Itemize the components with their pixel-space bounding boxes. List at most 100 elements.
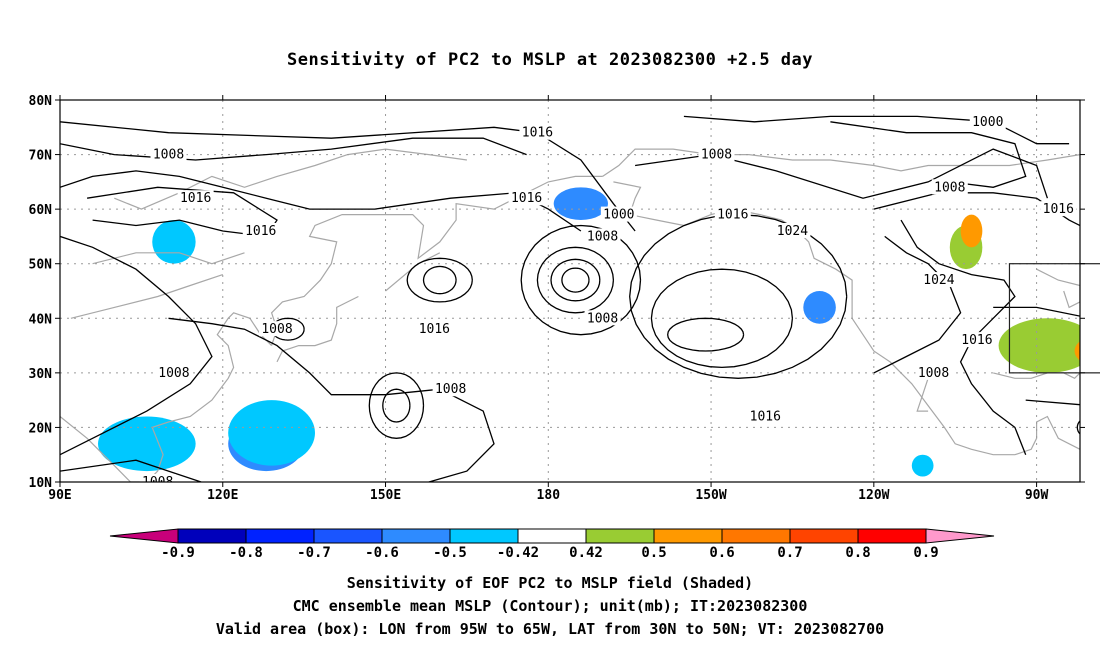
coastline — [613, 181, 1080, 456]
sensitivity-shading — [97, 187, 1080, 477]
contour-label-bg — [920, 272, 957, 288]
contour-label-bg — [150, 146, 187, 162]
lat-tick-label: 50N — [29, 258, 53, 273]
contour-label-text: 1008 — [587, 229, 618, 244]
contour-label-text: 1000 — [603, 208, 634, 223]
contour-label-bg — [584, 228, 621, 244]
lon-tick-label: 120E — [207, 488, 238, 503]
colorbar-label: 0.5 — [641, 545, 666, 561]
colorbar-swatch — [721, 528, 791, 544]
contour-label-bg — [969, 113, 1006, 129]
contour-label-bg — [259, 321, 296, 337]
valid-area-box — [1008, 263, 1100, 374]
shaded-region — [1074, 341, 1080, 361]
coastline — [114, 148, 467, 210]
lat-tick-label: 10N — [29, 476, 53, 491]
mslp-contour — [368, 372, 425, 439]
mslp-contour — [550, 258, 601, 302]
contour-label: 1008 — [259, 321, 296, 337]
contour-label-text: 1000 — [972, 115, 1003, 130]
contour-label: 1008 — [915, 364, 952, 381]
colorbar-swatch — [517, 528, 587, 544]
mslp-contour — [561, 267, 590, 293]
contour-label-bg — [177, 190, 214, 206]
mslp-contour — [60, 235, 213, 456]
contour-label-bg — [1040, 201, 1077, 217]
colorbar: -0.9 -0.8 -0.7 -0.6 -0.5 -0.42 0.42 0.5 0.6 0.7 0.… — [109, 528, 995, 561]
plot-frame — [59, 99, 1081, 483]
contour-label: 1016 — [747, 408, 784, 425]
mslp-contour — [993, 306, 1080, 317]
shaded-region — [960, 214, 983, 248]
contour-label-text: 1016 — [1043, 202, 1074, 217]
contour-label-text: 1024 — [777, 224, 808, 239]
lon-tick-label: 150W — [695, 488, 726, 503]
contour-label: 1008 — [139, 474, 176, 490]
contour-label-text: 1008 — [153, 148, 184, 163]
mslp-contour — [60, 137, 527, 161]
coastline — [602, 148, 1080, 177]
contour-labels: 1016 1008 1016 1016 1008 1008 1016 1008 1008 1016… — [139, 113, 1077, 490]
contour-label-bg — [774, 222, 811, 238]
coastline — [92, 252, 245, 265]
contour-label-bg — [931, 179, 968, 195]
contour-label-bg — [915, 364, 952, 380]
contour-label-bg — [714, 206, 751, 222]
shaded-region — [152, 220, 196, 264]
lon-tick-label: 90E — [48, 488, 71, 503]
lon-tick-label: 90W — [1025, 488, 1049, 503]
contour-label-bg — [698, 146, 735, 162]
colorbar-swatch — [381, 528, 451, 544]
contour-label-bg — [958, 332, 995, 348]
contour-label: 1008 — [432, 381, 469, 397]
valid-area-rect — [1008, 263, 1100, 374]
colorbar-label: 0.7 — [777, 545, 802, 561]
contour-label-text: 1016 — [511, 191, 542, 206]
coastline — [1036, 268, 1080, 309]
contour-label: 1024 — [774, 222, 811, 239]
contour-label-text: 1008 — [934, 180, 965, 195]
coastline — [276, 295, 359, 363]
shaded-region — [97, 416, 196, 472]
contour-label-bg — [747, 408, 784, 424]
colorbar-swatch — [789, 528, 859, 544]
contour-label-text: 1016 — [419, 322, 450, 337]
mslp-contour — [683, 115, 1070, 145]
mslp-contour — [406, 257, 473, 303]
contour-label-text: 1008 — [587, 311, 618, 326]
coastline — [60, 416, 131, 482]
colorbar-low-arrow — [109, 528, 179, 544]
contour-label: 1016 — [242, 222, 279, 239]
contour-label-text: 1016 — [750, 410, 781, 425]
mslp-contour — [168, 317, 495, 482]
contour-label: 1008 — [155, 364, 192, 381]
shaded-region — [803, 291, 836, 324]
colorbar-swatch — [313, 528, 383, 544]
colorbar-high-arrow — [925, 528, 995, 544]
contour-label-text: 1024 — [923, 273, 954, 288]
contour-label: 1008 — [584, 310, 621, 326]
colorbar-label: -0.8 — [229, 545, 263, 561]
colorbar-label: -0.42 — [497, 545, 539, 561]
lat-tick-label: 60N — [29, 203, 53, 218]
coastline — [130, 312, 273, 482]
colorbar-label: -0.9 — [161, 545, 195, 561]
contour-label-text: 1008 — [142, 475, 173, 490]
contour-label-text: 1008 — [435, 382, 466, 397]
contour-label-bg — [584, 310, 621, 326]
contour-label-bg — [155, 364, 192, 380]
contour-label: 1008 — [150, 146, 187, 163]
lat-tick-label: 80N — [29, 94, 53, 109]
colorbar-label: -0.6 — [365, 545, 399, 561]
contour-label: 1016 — [416, 321, 453, 337]
mslp-contour — [900, 219, 1027, 455]
contour-label-text: 1016 — [180, 191, 211, 206]
colorbar-swatch — [177, 528, 247, 544]
lat-tick-label: 70N — [29, 149, 53, 164]
contour-label: 1000 — [969, 113, 1006, 130]
contour-label-bg — [508, 190, 545, 206]
colorbar-label: 0.6 — [709, 545, 734, 561]
contour-label: 1016 — [714, 206, 751, 223]
